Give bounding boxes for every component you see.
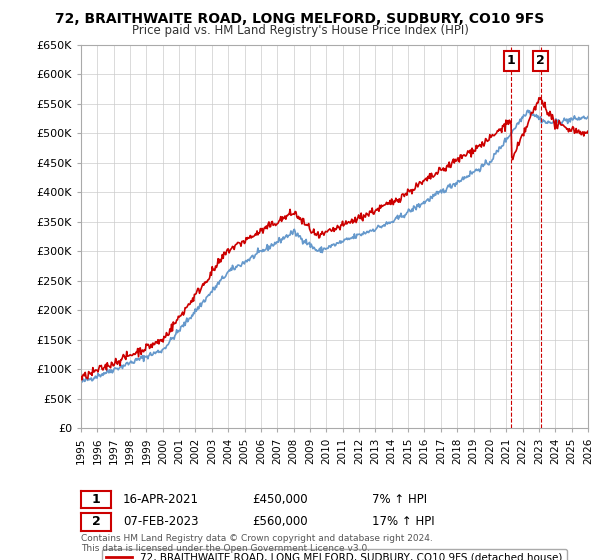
Text: 17% ↑ HPI: 17% ↑ HPI [372, 515, 434, 529]
Text: 1: 1 [92, 493, 100, 506]
Text: Price paid vs. HM Land Registry's House Price Index (HPI): Price paid vs. HM Land Registry's House … [131, 24, 469, 37]
Text: 2: 2 [92, 515, 100, 529]
Legend: 72, BRAITHWAITE ROAD, LONG MELFORD, SUDBURY, CO10 9FS (detached house), HPI: Ave: 72, BRAITHWAITE ROAD, LONG MELFORD, SUDB… [102, 549, 567, 560]
Text: Contains HM Land Registry data © Crown copyright and database right 2024.
This d: Contains HM Land Registry data © Crown c… [81, 534, 433, 553]
Text: 1: 1 [507, 54, 515, 67]
Text: 07-FEB-2023: 07-FEB-2023 [123, 515, 199, 529]
Text: 16-APR-2021: 16-APR-2021 [123, 493, 199, 506]
Text: £450,000: £450,000 [252, 493, 308, 506]
Text: 72, BRAITHWAITE ROAD, LONG MELFORD, SUDBURY, CO10 9FS: 72, BRAITHWAITE ROAD, LONG MELFORD, SUDB… [55, 12, 545, 26]
Text: £560,000: £560,000 [252, 515, 308, 529]
Text: 7% ↑ HPI: 7% ↑ HPI [372, 493, 427, 506]
Text: 2: 2 [536, 54, 545, 67]
